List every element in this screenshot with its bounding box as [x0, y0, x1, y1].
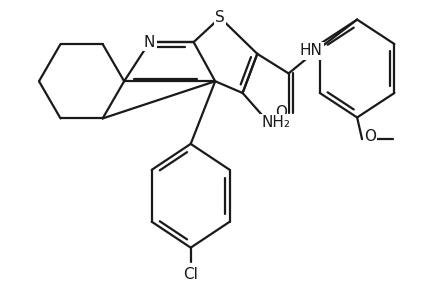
Text: S: S [215, 10, 225, 25]
Text: Cl: Cl [183, 266, 198, 282]
Text: O: O [275, 105, 287, 120]
Text: N: N [144, 35, 155, 50]
Text: HN: HN [300, 43, 323, 58]
Text: NH₂: NH₂ [261, 115, 290, 130]
Text: O: O [364, 129, 376, 144]
